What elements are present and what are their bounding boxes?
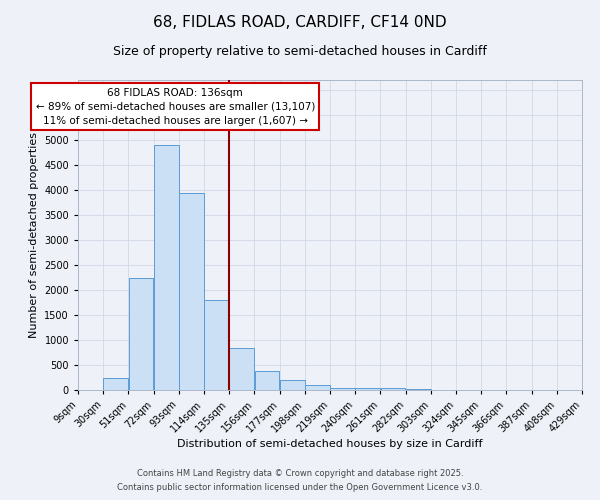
Bar — [305, 385, 330, 390]
X-axis label: Distribution of semi-detached houses by size in Cardiff: Distribution of semi-detached houses by … — [177, 440, 483, 450]
Bar — [154, 145, 179, 390]
Bar — [355, 388, 380, 390]
Bar — [128, 278, 154, 390]
Y-axis label: Number of semi-detached properties: Number of semi-detached properties — [29, 132, 38, 338]
Bar — [380, 388, 406, 390]
Text: Size of property relative to semi-detached houses in Cardiff: Size of property relative to semi-detach… — [113, 45, 487, 58]
Bar — [330, 388, 355, 390]
Text: 68 FIDLAS ROAD: 136sqm
← 89% of semi-detached houses are smaller (13,107)
11% of: 68 FIDLAS ROAD: 136sqm ← 89% of semi-det… — [35, 88, 315, 126]
Bar — [229, 348, 254, 390]
Bar — [280, 380, 305, 390]
Bar — [179, 192, 204, 390]
Text: 68, FIDLAS ROAD, CARDIFF, CF14 0ND: 68, FIDLAS ROAD, CARDIFF, CF14 0ND — [153, 15, 447, 30]
Bar — [103, 378, 128, 390]
Bar — [406, 388, 431, 390]
Bar — [254, 371, 280, 390]
Bar — [204, 300, 229, 390]
Text: Contains HM Land Registry data © Crown copyright and database right 2025.: Contains HM Land Registry data © Crown c… — [137, 468, 463, 477]
Text: Contains public sector information licensed under the Open Government Licence v3: Contains public sector information licen… — [118, 484, 482, 492]
